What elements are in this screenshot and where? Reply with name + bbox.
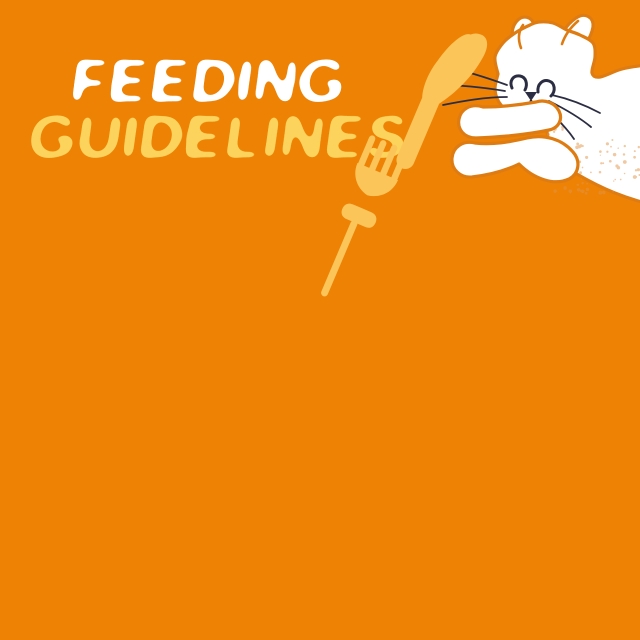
svg-text:GUIDELINES: GUIDELINES xyxy=(24,103,413,172)
